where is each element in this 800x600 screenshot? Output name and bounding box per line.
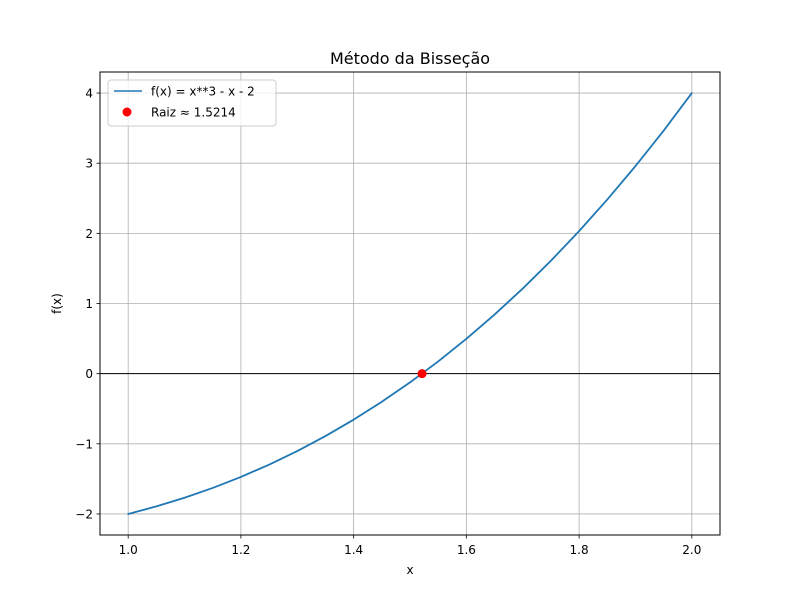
y-tick-label: 4 xyxy=(85,87,93,101)
y-axis-label: f(x) xyxy=(50,293,64,314)
y-tick-label: −2 xyxy=(75,507,93,521)
y-tick-label: 2 xyxy=(85,227,93,241)
legend-box xyxy=(107,79,277,127)
legend-marker-swatch xyxy=(122,107,132,117)
x-tick-label: 2.0 xyxy=(682,543,701,557)
y-tick-label: 1 xyxy=(85,297,93,311)
x-tick-label: 1.8 xyxy=(570,543,589,557)
x-tick-label: 1.4 xyxy=(344,543,363,557)
x-axis-label: x xyxy=(406,563,413,577)
y-tick-label: 0 xyxy=(85,367,93,381)
legend-entry-function: f(x) = x**3 - x - 2 xyxy=(151,85,255,99)
x-tick-label: 1.6 xyxy=(457,543,476,557)
root-point xyxy=(417,369,427,379)
tick-layer: 1.0 1.2 1.4 1.6 1.8 2.0 −2 −1 0 1 2 3 4 xyxy=(75,87,701,557)
y-tick-label: 3 xyxy=(85,157,93,171)
y-tick-label: −1 xyxy=(75,437,93,451)
series-layer xyxy=(127,92,693,515)
chart-title: Método da Bisseção xyxy=(330,49,490,68)
legend-entry-root: Raiz ≈ 1.5214 xyxy=(151,106,236,120)
legend: f(x) = x**3 - x - 2 Raiz ≈ 1.5214 xyxy=(107,79,277,127)
x-tick-label: 1.0 xyxy=(119,543,138,557)
x-tick-label: 1.2 xyxy=(231,543,250,557)
grid-layer xyxy=(100,72,720,535)
function-curve xyxy=(127,92,693,515)
